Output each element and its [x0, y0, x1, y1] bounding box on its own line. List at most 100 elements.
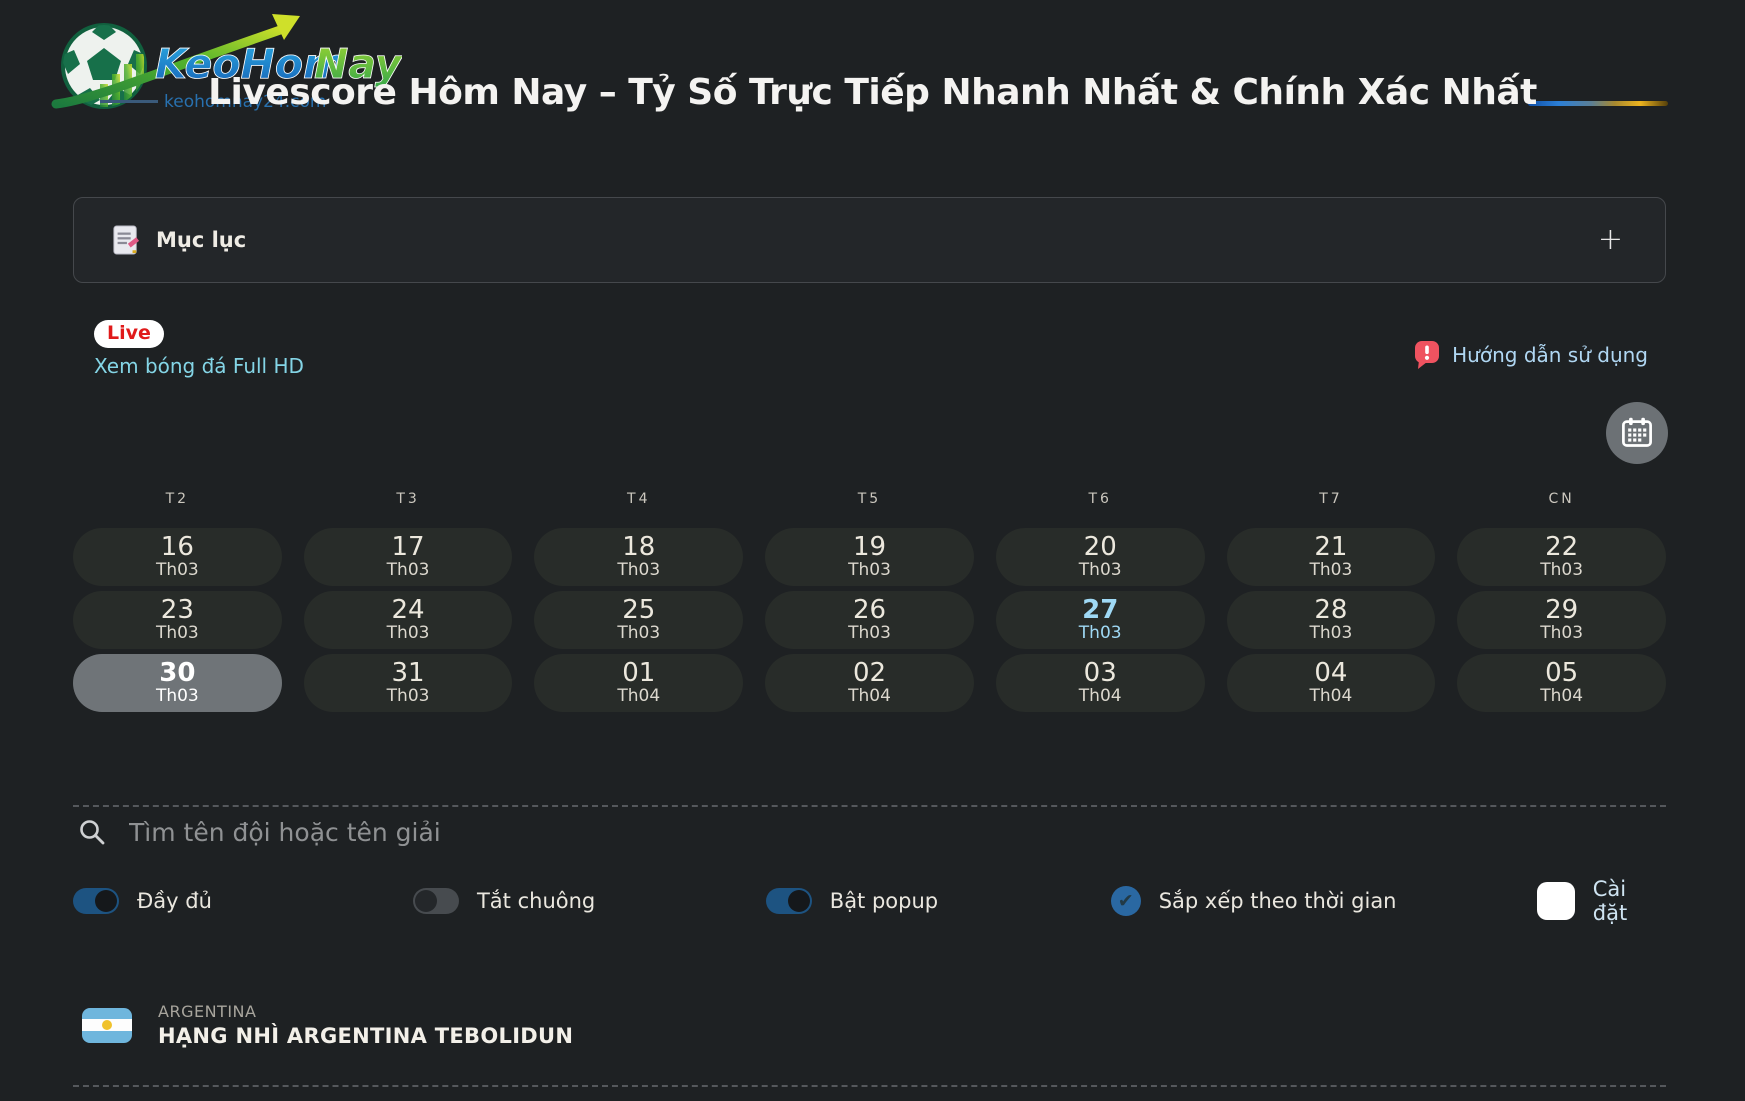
- dashed-divider: [73, 805, 1666, 807]
- date-day: 20: [1083, 532, 1117, 562]
- calendar-picker-button[interactable]: [1606, 402, 1668, 464]
- date-month: Th03: [848, 623, 891, 644]
- popup-label: Bật popup: [829, 889, 939, 913]
- date-month: Th03: [1540, 623, 1584, 644]
- date-cell-29-Th03[interactable]: 29 Th03: [1457, 591, 1666, 649]
- date-cell-23-Th03[interactable]: 23 Th03: [73, 591, 282, 649]
- toggle-knob: [787, 890, 810, 912]
- day-of-week-header: CN: [1548, 491, 1575, 507]
- mute-label: Tắt chuông: [476, 889, 596, 913]
- day-of-week-header: T3: [396, 491, 420, 507]
- date-cell-27-Th03[interactable]: 27 Th03: [995, 591, 1205, 649]
- popup-toggle[interactable]: [765, 888, 812, 914]
- toggle-knob: [414, 890, 437, 912]
- league-name: HẠNG NHÌ ARGENTINA TEBOLIDUN: [158, 1024, 574, 1048]
- date-month: Th04: [1540, 686, 1584, 707]
- watch-fullhd-link[interactable]: Xem bóng đá Full HD: [94, 354, 304, 378]
- date-month: Th03: [1309, 560, 1353, 581]
- usage-guide-label: Hướng dẫn sử dụng: [1452, 342, 1648, 367]
- date-day: 16: [160, 532, 194, 562]
- growth-arrow-icon: [51, 14, 300, 109]
- memo-icon: [113, 225, 140, 255]
- date-month: Th03: [155, 623, 199, 644]
- date-month: Th03: [386, 686, 430, 707]
- svg-text:KeoHom: KeoHom: [155, 40, 346, 88]
- full-mode-label: Đầy đủ: [137, 889, 212, 913]
- league-country: ARGENTINA: [158, 1002, 257, 1021]
- date-day: 31: [391, 658, 425, 688]
- date-day: 25: [622, 595, 656, 625]
- live-badge: Live: [94, 320, 164, 348]
- exclamation-bubble-icon: [1415, 341, 1440, 369]
- date-cell-04-Th04[interactable]: 04 Th04: [1226, 654, 1436, 712]
- date-month: Th03: [1078, 560, 1122, 581]
- date-cell-28-Th03[interactable]: 28 Th03: [1226, 591, 1436, 649]
- date-cell-20-Th03[interactable]: 20 Th03: [995, 528, 1205, 586]
- day-of-week-header: T7: [1319, 491, 1343, 507]
- date-month: Th03: [617, 560, 661, 581]
- expand-icon[interactable]: +: [1597, 222, 1623, 257]
- title-gradient-line: [1528, 101, 1668, 106]
- date-day: 03: [1083, 658, 1117, 688]
- search-input[interactable]: [129, 818, 849, 847]
- day-of-week-header: T2: [165, 491, 190, 507]
- date-cell-05-Th04[interactable]: 05 Th04: [1457, 654, 1666, 712]
- date-cell-26-Th03[interactable]: 26 Th03: [765, 591, 974, 649]
- calendar-icon: [1622, 417, 1652, 447]
- date-day: 22: [1545, 532, 1579, 562]
- date-cell-22-Th03[interactable]: 22 Th03: [1457, 528, 1666, 586]
- date-month: Th03: [386, 560, 430, 581]
- date-cell-16-Th03[interactable]: 16 Th03: [73, 528, 282, 586]
- date-month: Th03: [155, 560, 199, 581]
- date-picker-grid: T2 T3 T4 T5 T6 T7 CN 16 Th03 17 Th03 18 Th03 19 Th03 20…: [73, 489, 1666, 712]
- check-icon[interactable]: ✔: [1110, 886, 1141, 916]
- date-cell-31-Th03[interactable]: 31 Th03: [303, 654, 513, 712]
- league-header[interactable]: ARGENTINA HẠNG NHÌ ARGENTINA TEBOLIDUN: [82, 1002, 573, 1048]
- sort-label: Sắp xếp theo thời gian: [1158, 889, 1397, 913]
- date-month: Th04: [1078, 686, 1122, 707]
- date-day: 26: [852, 595, 887, 625]
- date-cell-03-Th04[interactable]: 03 Th04: [995, 654, 1205, 712]
- full-mode-control: Đầy đủ: [73, 888, 413, 914]
- date-day: 17: [391, 532, 425, 562]
- search-bar: [78, 818, 849, 847]
- day-of-week-header: T4: [627, 491, 651, 507]
- date-month: Th04: [848, 686, 891, 707]
- date-month: Th04: [1309, 686, 1353, 707]
- date-cell-18-Th03[interactable]: 18 Th03: [534, 528, 744, 586]
- site-logo[interactable]: KeoHom Nay keohomnay24.com: [42, 8, 404, 117]
- full-mode-toggle[interactable]: [73, 888, 119, 914]
- date-cell-21-Th03[interactable]: 21 Th03: [1226, 528, 1436, 586]
- usage-guide-link[interactable]: Hướng dẫn sử dụng: [1413, 340, 1648, 369]
- toggle-knob: [95, 890, 117, 912]
- date-month: Th03: [386, 623, 430, 644]
- date-cell-02-Th04[interactable]: 02 Th04: [765, 654, 974, 712]
- date-day: 28: [1314, 595, 1348, 625]
- mute-toggle[interactable]: [412, 888, 459, 914]
- date-day: 29: [1545, 595, 1579, 625]
- mute-control: Tắt chuông: [412, 888, 766, 914]
- date-day: 21: [1314, 532, 1348, 562]
- table-of-contents[interactable]: Mục lục +: [73, 197, 1666, 283]
- date-month: Th03: [155, 686, 199, 707]
- svg-text:Nay: Nay: [314, 40, 402, 88]
- date-cell-17-Th03[interactable]: 17 Th03: [303, 528, 513, 586]
- date-day: 23: [160, 595, 194, 625]
- date-cell-01-Th04[interactable]: 01 Th04: [534, 654, 744, 712]
- date-day: 04: [1314, 658, 1348, 688]
- settings-control: Cài đặt: [1537, 877, 1666, 925]
- date-cell-25-Th03[interactable]: 25 Th03: [534, 591, 744, 649]
- search-icon: [80, 820, 105, 845]
- date-cell-19-Th03[interactable]: 19 Th03: [765, 528, 974, 586]
- settings-label: Cài đặt: [1592, 877, 1628, 925]
- date-day: 19: [852, 532, 887, 562]
- date-cell-30-Th03[interactable]: 30 Th03: [73, 654, 282, 712]
- settings-icon[interactable]: [1537, 882, 1575, 920]
- sort-control: ✔ Sắp xếp theo thời gian: [1110, 886, 1538, 916]
- date-day: 01: [622, 658, 656, 688]
- date-month: Th03: [1078, 623, 1122, 644]
- date-day: 05: [1545, 658, 1579, 688]
- date-cell-24-Th03[interactable]: 24 Th03: [303, 591, 513, 649]
- day-of-week-header: T6: [1088, 491, 1112, 507]
